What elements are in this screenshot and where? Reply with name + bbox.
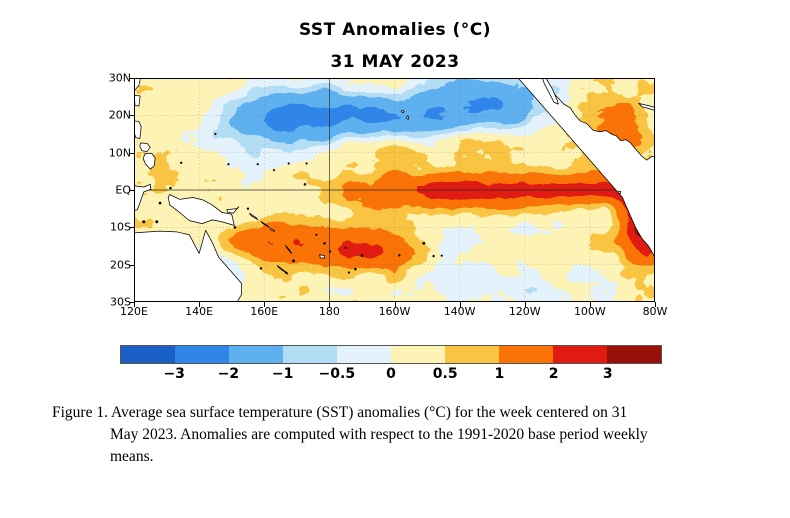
- x-tick-mark: [394, 302, 396, 307]
- x-axis-tick-80W: 80W: [642, 305, 668, 318]
- map-plot-area: [134, 78, 655, 302]
- sst-anomaly-heatmap: [134, 78, 655, 302]
- y-tick-mark: [129, 152, 134, 154]
- x-axis-tick-100W: 100W: [573, 305, 606, 318]
- colorbar-label--2: −2: [217, 366, 240, 382]
- colorbar-band-2: [229, 346, 283, 363]
- caption-line-3: means.: [110, 448, 154, 465]
- figure-caption: Figure 1. Average sea surface temperatur…: [52, 402, 752, 468]
- colorbar-band-3: [283, 346, 337, 363]
- x-axis-tick-160E: 160E: [250, 305, 279, 318]
- colorbar-label--1: −1: [271, 366, 294, 382]
- y-tick-mark: [129, 190, 134, 191]
- colorbar-label-1: 1: [494, 366, 505, 382]
- y-axis-tick-EQ: EQ: [115, 183, 131, 197]
- colorbar-label-0.5: 0.5: [432, 366, 458, 382]
- y-tick-mark: [129, 302, 134, 303]
- x-axis-tick-140E: 140E: [185, 305, 214, 318]
- y-axis-tick-10S: 10S: [110, 220, 131, 234]
- x-tick-mark: [199, 302, 201, 307]
- colorbar-band-5: [391, 346, 445, 363]
- colorbar-band-9: [607, 346, 661, 363]
- chart-title: SST Anomalies (°C): [298, 20, 492, 40]
- colorbar-label-3: 3: [602, 366, 613, 382]
- x-tick-mark: [524, 302, 526, 307]
- x-tick-mark: [264, 302, 266, 307]
- x-tick-mark: [655, 302, 656, 307]
- y-tick-mark: [129, 264, 134, 266]
- y-axis-tick-30S: 30S: [110, 295, 131, 309]
- colorbar-label-0: 0: [386, 366, 396, 382]
- x-axis-tick-120W: 120W: [508, 305, 541, 318]
- colorbar-band-7: [499, 346, 553, 363]
- colorbar-band-4: [337, 346, 391, 363]
- colorbar-label-2: 2: [548, 366, 559, 382]
- colorbar-band-0: [121, 346, 175, 363]
- y-tick-mark: [129, 78, 134, 79]
- colorbar-label--0.5: −0.5: [318, 366, 356, 382]
- x-tick-mark: [134, 302, 135, 307]
- x-tick-mark: [589, 302, 591, 307]
- x-tick-mark: [329, 302, 331, 307]
- x-axis-tick-140W: 140W: [443, 305, 476, 318]
- caption-line-1: Figure 1. Average sea surface temperatur…: [52, 404, 628, 421]
- caption-line-2: May 2023. Anomalies are computed with re…: [110, 426, 648, 443]
- colorbar-band-8: [553, 346, 607, 363]
- y-axis-tick-20N: 20N: [108, 108, 131, 122]
- colorbar: [120, 345, 662, 364]
- colorbar-band-6: [445, 346, 499, 363]
- y-axis-tick-30N: 30N: [108, 71, 131, 85]
- y-tick-mark: [129, 115, 134, 117]
- chart-subtitle-date: 31 MAY 2023: [330, 52, 460, 72]
- colorbar-label--3: −3: [163, 366, 185, 382]
- x-tick-mark: [459, 302, 461, 307]
- x-axis-tick-160W: 160W: [378, 305, 411, 318]
- y-axis-tick-10N: 10N: [108, 146, 131, 160]
- y-tick-mark: [129, 227, 134, 229]
- x-axis-tick-180: 180: [318, 305, 340, 318]
- x-axis-tick-120E: 120E: [120, 305, 148, 318]
- y-axis-tick-20S: 20S: [110, 258, 131, 272]
- colorbar-band-1: [175, 346, 229, 363]
